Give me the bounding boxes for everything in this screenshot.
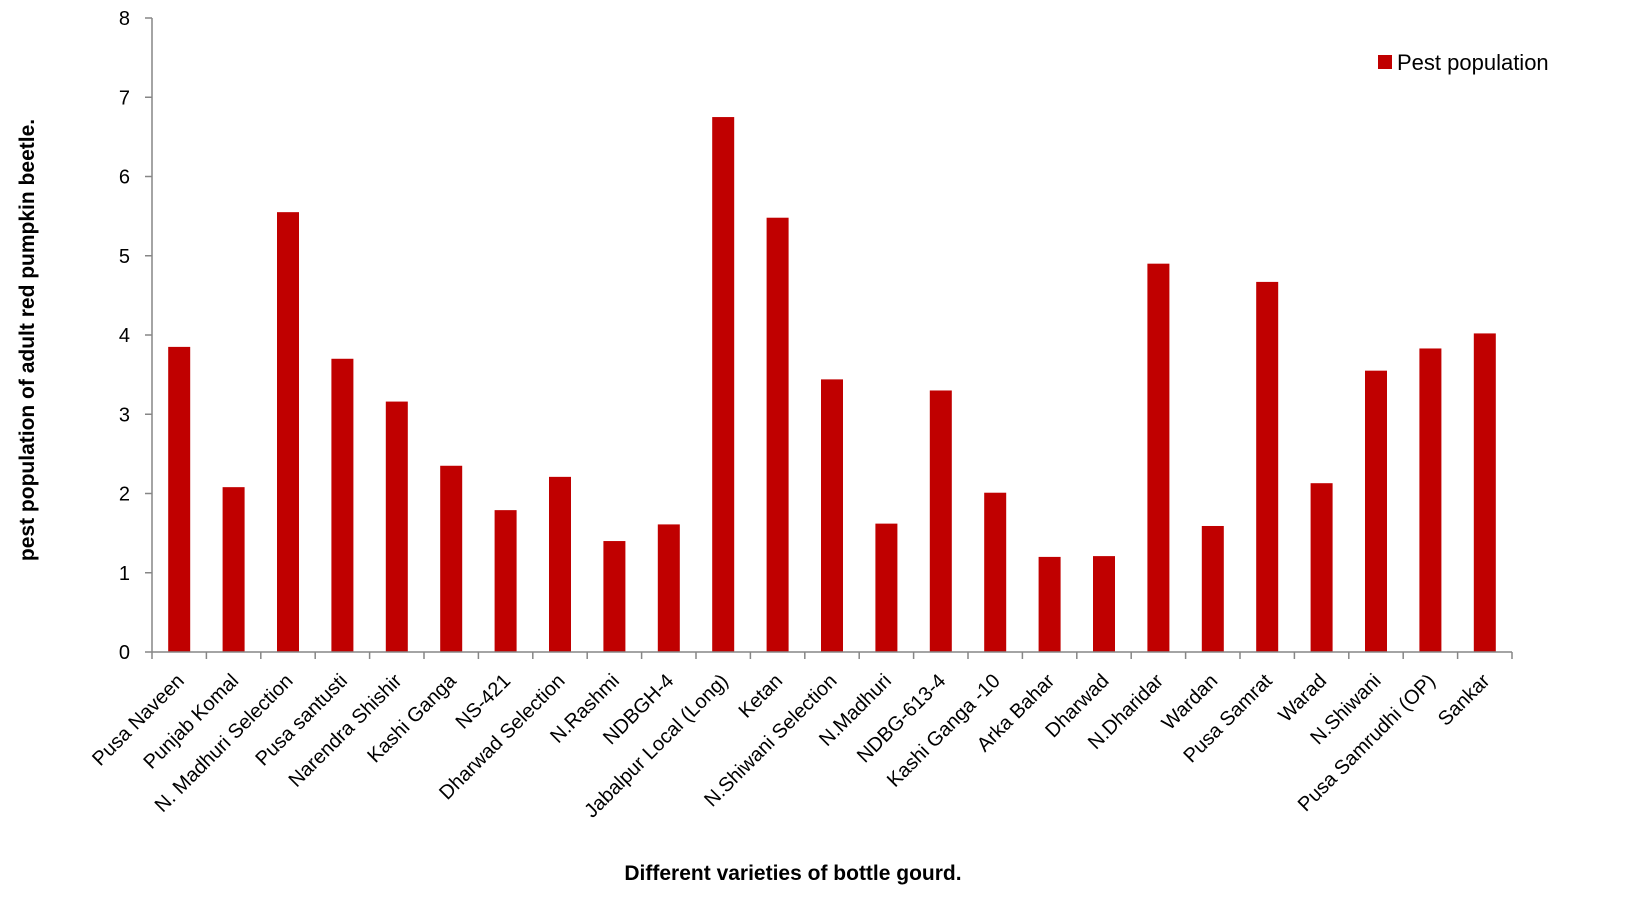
bars-group: [168, 117, 1496, 652]
y-axis: 0 1 2 3 4 5 6 7 8: [119, 8, 153, 664]
y-tick-label: 4: [119, 325, 130, 347]
y-tick-label: 7: [119, 87, 130, 109]
x-tick-label: Pusa Naveen: [88, 670, 188, 770]
bar: [1201, 525, 1224, 652]
bar: [1256, 281, 1279, 652]
bar: [712, 117, 735, 652]
bar: [385, 401, 408, 652]
x-tick-label: Punjab Komal: [140, 670, 244, 774]
bar: [766, 217, 789, 652]
bar: [929, 390, 952, 652]
legend-label-pest-population: Pest population: [1397, 50, 1549, 75]
bar: [1147, 263, 1170, 652]
y-tick-label: 1: [119, 563, 130, 585]
y-tick-label: 3: [119, 404, 130, 426]
bar: [549, 476, 571, 652]
bar: [1038, 556, 1061, 652]
y-tick-label: 0: [119, 642, 130, 664]
bar: [821, 379, 843, 652]
bar: [984, 492, 1007, 652]
x-tick-label: Ketan: [735, 670, 788, 723]
bar: [440, 465, 463, 652]
bar: [1093, 556, 1115, 652]
bar: [277, 212, 299, 652]
y-axis-title: pest population of adult red pumpkin bee…: [16, 119, 39, 561]
x-tick-label: Sankar: [1434, 670, 1495, 731]
bar: [331, 358, 354, 652]
legend: Pest population: [1378, 50, 1549, 75]
bar: [494, 510, 517, 652]
bar: [1419, 348, 1442, 652]
bar: [657, 524, 680, 652]
y-tick-label: 8: [119, 8, 130, 30]
x-axis-title: Different varieties of bottle gourd.: [624, 862, 961, 885]
y-tick-label: 6: [119, 167, 130, 189]
bar: [168, 346, 191, 652]
bar: [603, 541, 626, 652]
bar: [222, 487, 245, 652]
bar: [1473, 333, 1496, 652]
y-tick-label: 2: [119, 484, 130, 506]
bar: [1310, 483, 1333, 652]
y-tick-label: 5: [119, 246, 130, 268]
legend-swatch: [1378, 55, 1392, 69]
bar: [1365, 370, 1387, 652]
bar: [875, 523, 898, 652]
